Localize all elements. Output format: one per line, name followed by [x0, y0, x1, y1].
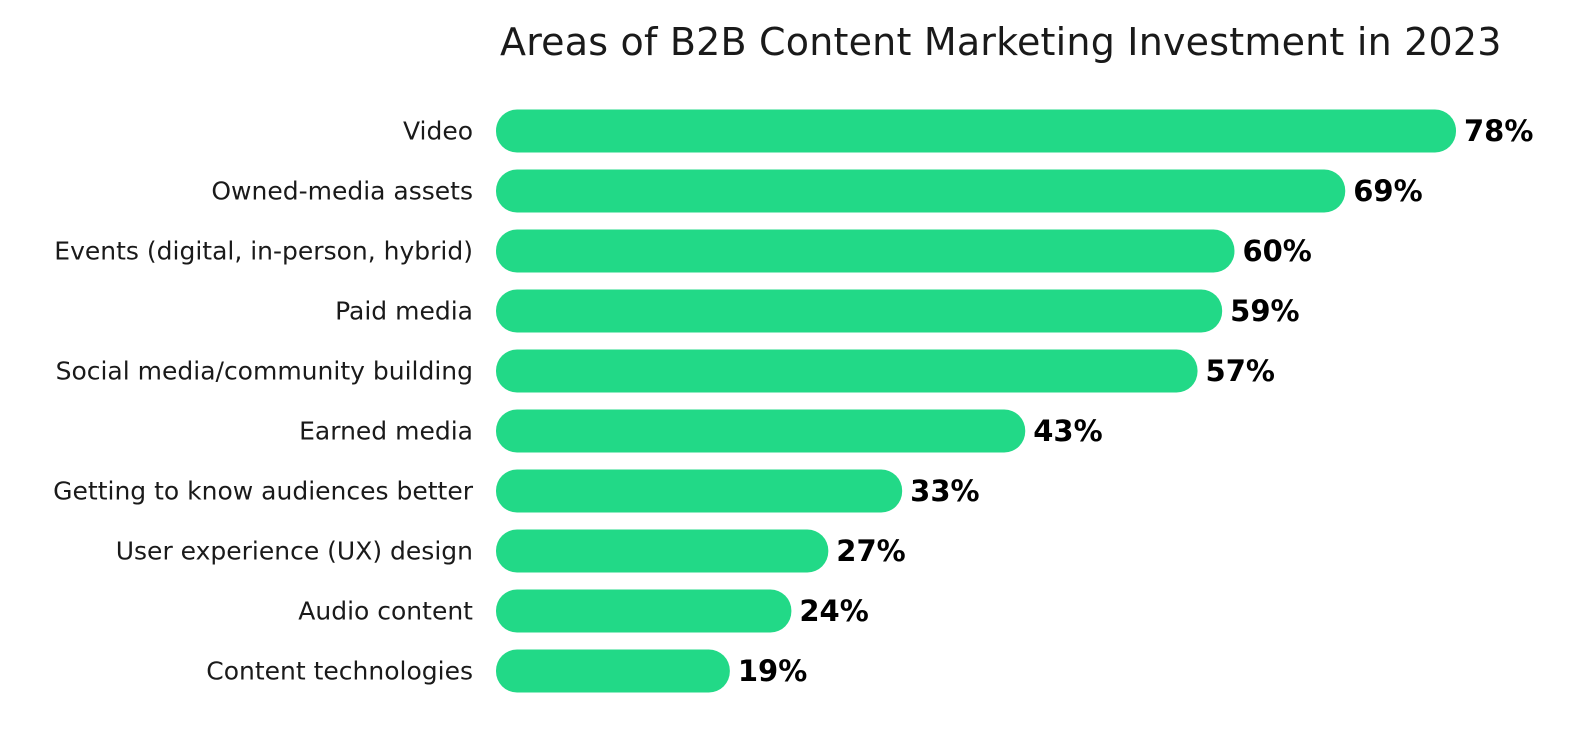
bar — [496, 589, 792, 633]
category-label: User experience (UX) design — [116, 537, 473, 566]
category-label: Video — [403, 117, 473, 146]
category-label: Earned media — [299, 417, 473, 446]
value-label: 27% — [836, 534, 905, 568]
bar — [496, 109, 1456, 153]
bar — [496, 349, 1198, 393]
value-label: 69% — [1353, 174, 1422, 208]
category-label: Audio content — [298, 597, 473, 626]
chart-title: Areas of B2B Content Marketing Investmen… — [500, 20, 1502, 64]
category-labels: Video Owned-media assets Events (digital, … — [53, 117, 474, 686]
value-label: 60% — [1242, 234, 1311, 268]
value-label: 57% — [1206, 354, 1275, 388]
bar — [496, 469, 903, 513]
value-label: 24% — [799, 594, 868, 628]
category-label: Social media/community building — [56, 357, 473, 386]
value-label: 78% — [1464, 114, 1533, 148]
bar — [496, 289, 1223, 333]
value-label: 19% — [738, 654, 807, 688]
value-labels: 78% 69% 60% 59% 57% 43% 33%27% 24% 19% — [738, 114, 1534, 688]
category-label: Owned-media assets — [211, 177, 473, 206]
value-label: 59% — [1230, 294, 1299, 328]
bar — [496, 529, 829, 573]
category-label: Content technologies — [206, 657, 473, 686]
category-label: Events (digital, in-person, hybrid) — [54, 237, 473, 266]
bar — [496, 649, 730, 693]
bar — [496, 169, 1346, 213]
value-label: 33% — [910, 474, 979, 508]
value-label: 43% — [1033, 414, 1102, 448]
bars-group — [496, 109, 1456, 693]
category-label: Getting to know audiences better — [53, 477, 474, 506]
bar — [496, 229, 1235, 273]
category-label: Paid media — [335, 297, 473, 326]
bar — [496, 409, 1026, 453]
